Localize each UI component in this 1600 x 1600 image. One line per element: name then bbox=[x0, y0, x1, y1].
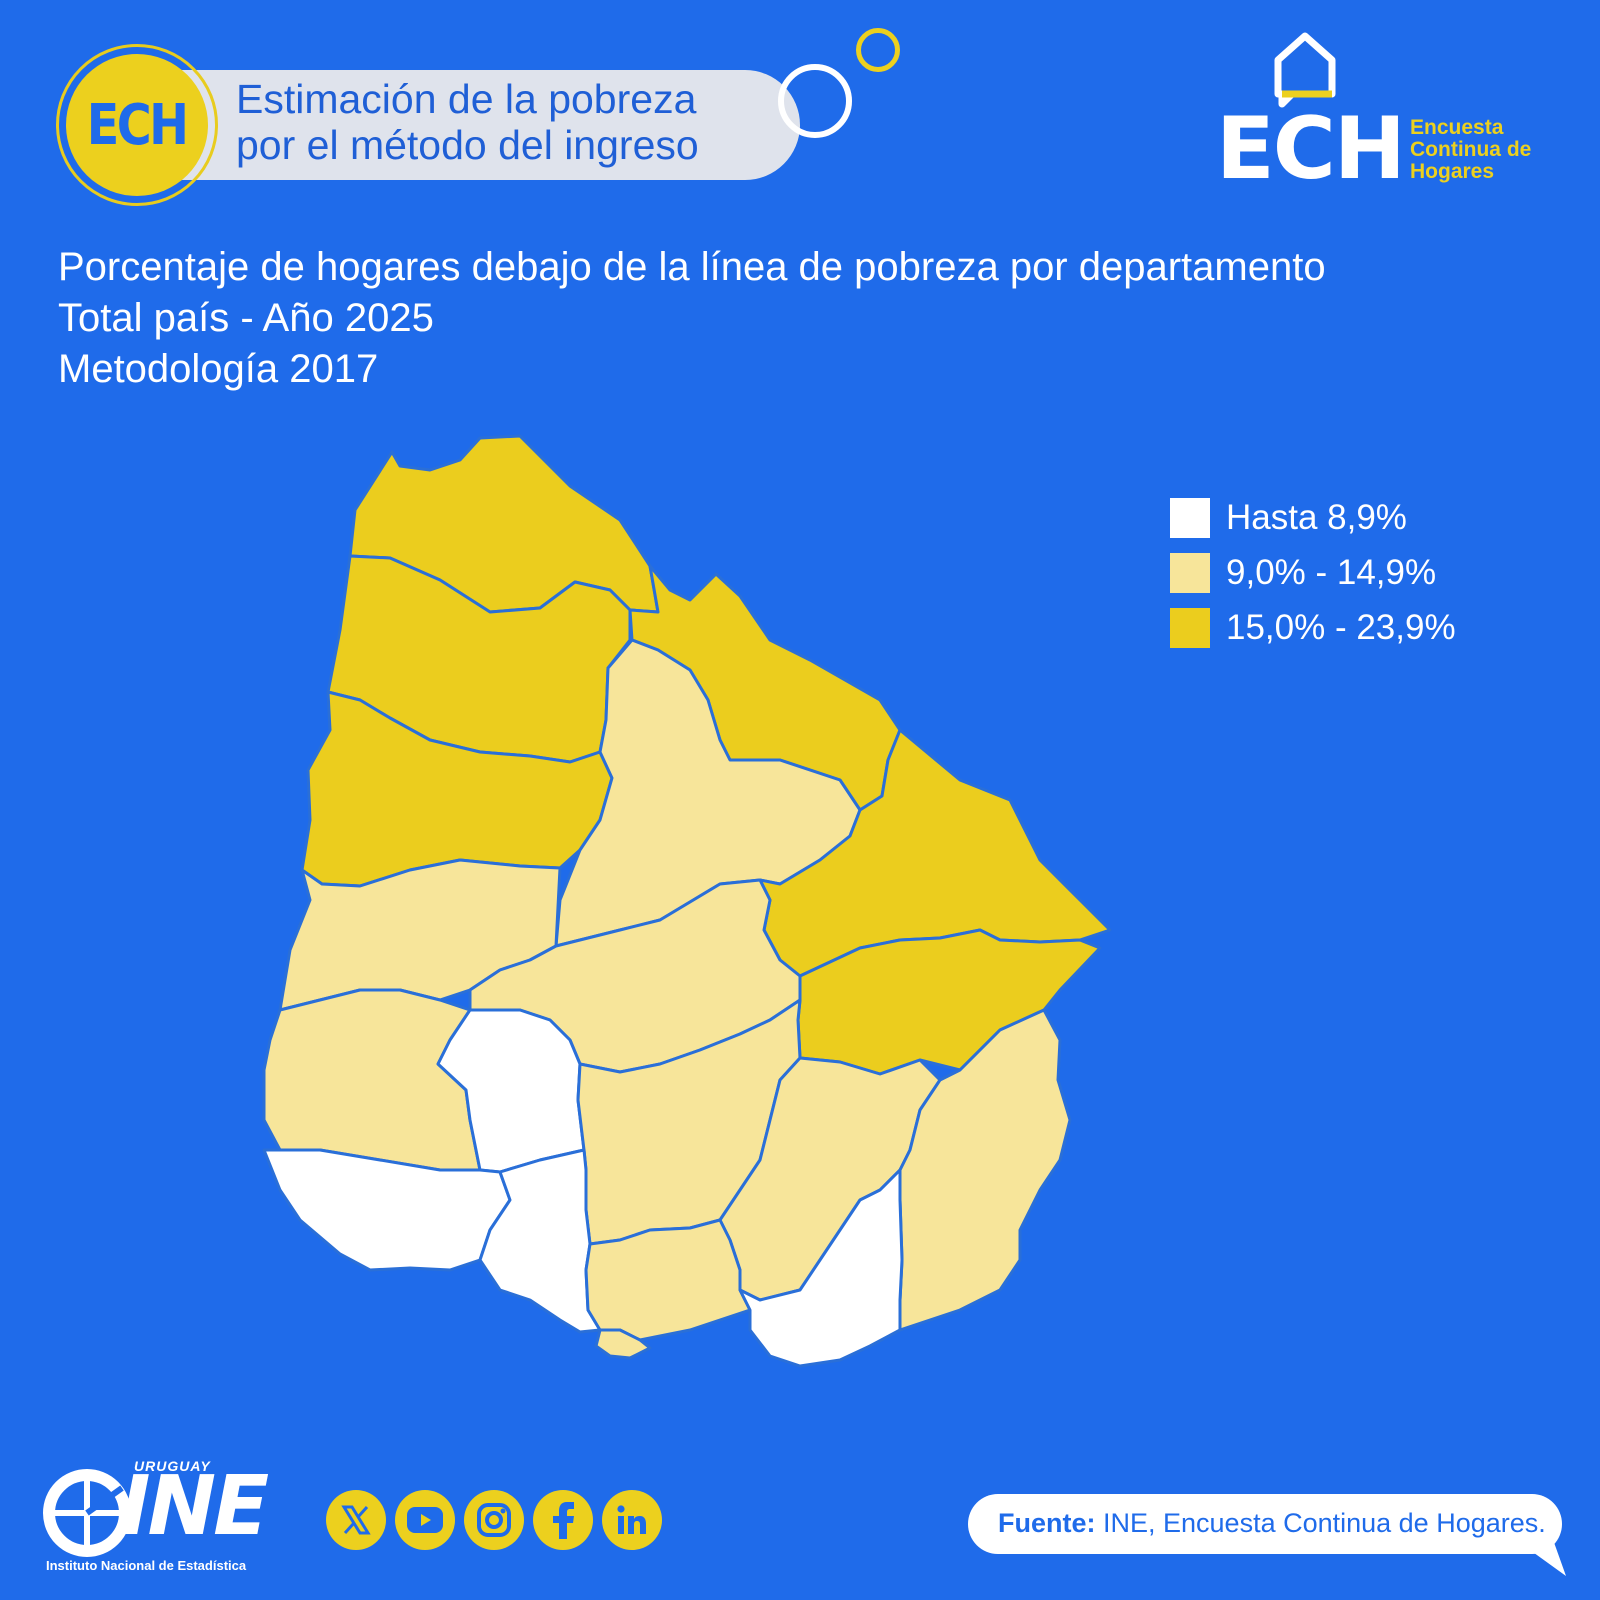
header-title-line1: Estimación de la pobreza bbox=[236, 76, 697, 122]
legend-item: 9,0% - 14,9% bbox=[1170, 545, 1456, 600]
legend: Hasta 8,9% 9,0% - 14,9% 15,0% - 23,9% bbox=[1170, 490, 1456, 655]
legend-item: 15,0% - 23,9% bbox=[1170, 600, 1456, 655]
legend-item: Hasta 8,9% bbox=[1170, 490, 1456, 545]
youtube-icon[interactable] bbox=[395, 1490, 455, 1550]
x-icon[interactable] bbox=[326, 1490, 386, 1550]
header-pill bbox=[120, 70, 800, 180]
header-title: Estimación de la pobreza por el método d… bbox=[236, 76, 796, 168]
region-maldonado bbox=[738, 1168, 904, 1368]
house-icon bbox=[1274, 32, 1336, 108]
source-text: Fuente: INE, Encuesta Continua de Hogare… bbox=[998, 1508, 1546, 1539]
legend-swatch bbox=[1170, 607, 1210, 648]
region-canelones bbox=[584, 1218, 752, 1342]
header-title-line2: por el método del ingreso bbox=[236, 122, 699, 168]
legend-label: 9,0% - 14,9% bbox=[1226, 552, 1437, 592]
logo-subtitle: Encuesta Continua de Hogares bbox=[1410, 117, 1590, 183]
logo-acronym: ECH bbox=[1216, 99, 1406, 199]
legend-swatch bbox=[1170, 552, 1210, 593]
logo-sub-line2: Continua de bbox=[1410, 138, 1532, 161]
source-box bbox=[968, 1494, 1562, 1554]
ech-badge: ECH bbox=[66, 54, 208, 196]
source-label: Fuente: bbox=[998, 1508, 1096, 1538]
globe-icon bbox=[43, 1469, 131, 1557]
region-montevideo bbox=[594, 1328, 652, 1360]
instagram-icon[interactable] bbox=[464, 1490, 524, 1550]
title-line2: Total país - Año 2025 bbox=[58, 296, 434, 340]
ine-acronym: INE bbox=[120, 1459, 269, 1554]
source-value: INE, Encuesta Continua de Hogares. bbox=[1095, 1508, 1546, 1538]
logo-sub-line1: Encuesta bbox=[1410, 116, 1504, 139]
region-soriano bbox=[262, 988, 482, 1172]
decorative-circle-white bbox=[778, 64, 852, 138]
legend-label: 15,0% - 23,9% bbox=[1226, 607, 1456, 647]
badge-text: ECH bbox=[87, 92, 189, 158]
facebook-icon[interactable] bbox=[533, 1490, 593, 1550]
ine-name: Instituto Nacional de Estadística bbox=[46, 1558, 247, 1573]
legend-label: Hasta 8,9% bbox=[1226, 497, 1407, 537]
linkedin-icon[interactable] bbox=[602, 1490, 662, 1550]
title-line3: Metodología 2017 bbox=[58, 347, 379, 391]
ine-logo: URUGUAY INE Instituto Nacional de Estadí… bbox=[38, 1458, 300, 1578]
uruguay-map bbox=[262, 434, 1112, 1368]
decorative-circle-yellow bbox=[856, 28, 900, 72]
badge-ring bbox=[56, 44, 218, 206]
logo-sub-line3: Hogares bbox=[1410, 160, 1495, 183]
region-paysandu bbox=[300, 690, 614, 888]
title-line1: Porcentaje de hogares debajo de la línea… bbox=[58, 245, 1326, 289]
speech-tail bbox=[1520, 1520, 1566, 1576]
chart-title: Porcentaje de hogares debajo de la línea… bbox=[58, 242, 1326, 395]
ine-country: URUGUAY bbox=[134, 1458, 211, 1474]
legend-swatch bbox=[1170, 497, 1210, 538]
